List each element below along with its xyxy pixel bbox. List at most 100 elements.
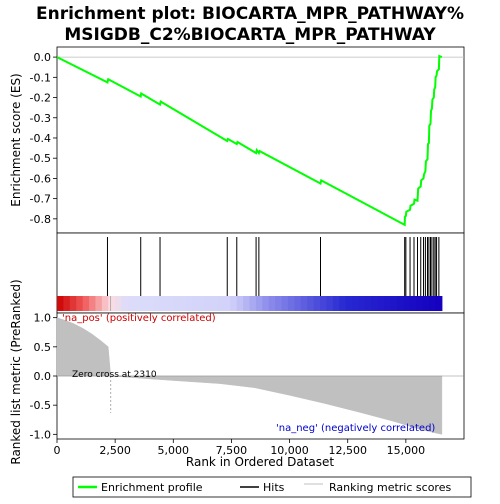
rank-color-bar-segment-18 — [172, 296, 180, 311]
metric-axis-label: Ranked list metric (PreRanked) — [9, 279, 23, 464]
xtick-label-0: 0 — [54, 444, 61, 457]
rank-color-bar-segment-12 — [133, 296, 141, 311]
xtick-label-4: 10,000 — [270, 444, 309, 457]
rank-color-bar-segment-52 — [390, 296, 398, 311]
rank-color-bar-segment-26 — [223, 296, 231, 311]
rank-color-bar-segment-1 — [63, 296, 71, 311]
rank-color-bar-segment-48 — [364, 296, 372, 311]
rank-color-bar-segment-46 — [352, 296, 360, 311]
rank-color-bar-segment-38 — [300, 296, 308, 311]
rank-color-bar-segment-4 — [82, 296, 90, 311]
zero-cross-label: Zero cross at 2310 — [72, 370, 157, 380]
rank-color-bar-segment-10 — [121, 296, 129, 311]
rank-color-bar-segment-16 — [159, 296, 167, 311]
legend-box — [72, 476, 472, 498]
rank-color-bar-segment-58 — [429, 296, 436, 311]
neg-correlated-label: 'na_neg' (negatively correlated) — [276, 423, 435, 434]
es-ytick-label-5: -0.5 — [30, 152, 51, 165]
rank-color-bar-segment-15 — [153, 296, 161, 311]
rank-color-bar-segment-43 — [332, 296, 340, 311]
rank-color-bar-segment-37 — [294, 296, 302, 311]
rank-color-bar-segment-22 — [198, 296, 206, 311]
chart-title-line-1: Enrichment plot: BIOCARTA_MPR_PATHWAY% — [36, 4, 464, 24]
metric-ytick-label-3: -0.5 — [30, 399, 51, 412]
xtick-label-3: 7,500 — [216, 444, 248, 457]
metric-ytick-label-2: 0.0 — [34, 370, 52, 383]
es-ytick-label-7: -0.7 — [30, 193, 51, 206]
rank-color-bar-segment-3 — [76, 296, 84, 311]
rank-color-bar-segment-5 — [89, 296, 96, 311]
rank-color-bar-segment-8 — [108, 296, 116, 311]
rank-color-bar-segment-11 — [127, 296, 135, 311]
rank-color-bar-segment-24 — [210, 296, 218, 311]
rank-color-bar-segment-51 — [384, 296, 392, 311]
rank-color-bar-segment-39 — [307, 296, 315, 311]
rank-color-bar-segment-23 — [204, 296, 212, 311]
rank-color-bar-segment-27 — [230, 296, 238, 311]
rank-color-bar-segment-34 — [275, 296, 283, 311]
legend-label-enrichment: Enrichment profile — [101, 481, 203, 494]
legend-label-metric: Ranking metric scores — [329, 481, 451, 494]
axes-layer: 0.0 -0.1 -0.2 -0.3 -0.4 -0.5 -0.6 -0.7 -0.8 1.0 0.… — [30, 51, 426, 457]
chart-title-line-2: MSIGDB_C2%BIOCARTA_MPR_PATHWAY — [64, 25, 436, 45]
rank-color-bar-segment-20 — [185, 296, 193, 311]
rank-color-bar-segment-14 — [146, 296, 154, 311]
es-ytick-label-4: -0.4 — [30, 132, 51, 145]
es-axis-label: Enrichment score (ES) — [9, 73, 23, 206]
xtick-label-1: 2,500 — [99, 444, 131, 457]
es-ytick-label-8: -0.8 — [30, 213, 51, 226]
rank-color-bar-segment-6 — [95, 296, 103, 311]
rank-color-bar-segment-47 — [358, 296, 366, 311]
rank-color-bar-segment-28 — [236, 296, 244, 311]
rank-color-bar-segment-55 — [409, 296, 417, 311]
rank-color-bar-segment-44 — [339, 296, 347, 311]
metric-layer — [56, 317, 464, 435]
rank-color-bar-segment-13 — [140, 296, 148, 311]
hits-layer — [57, 237, 443, 311]
xtick-label-2: 5,000 — [158, 444, 190, 457]
es-ytick-label-2: -0.2 — [30, 92, 51, 105]
es-ytick-label-6: -0.6 — [30, 172, 51, 185]
enrichment-profile-line — [56, 54, 443, 227]
rank-color-bar-segment-32 — [262, 296, 270, 311]
rank-color-bar-segment-9 — [114, 296, 122, 311]
rank-color-bar-segment-35 — [281, 296, 289, 311]
rank-color-bar-segment-49 — [371, 296, 379, 311]
rank-color-bar-segment-54 — [403, 296, 411, 311]
rank-color-bar-segment-30 — [249, 296, 257, 311]
legend-label-hits: Hits — [263, 481, 285, 494]
rank-color-bar-segment-19 — [178, 296, 186, 311]
rank-color-bar-segment-21 — [191, 296, 199, 311]
es-layer — [56, 54, 464, 227]
rank-color-bar-segment-36 — [287, 296, 295, 311]
metric-ytick-label-0: 1.0 — [34, 312, 52, 325]
metric-ytick-label-1: 0.5 — [34, 341, 52, 354]
rank-color-bar-segment-42 — [326, 296, 334, 311]
rank-color-bar-segment-59 — [435, 296, 443, 311]
x-axis-label: Rank in Ordered Dataset — [186, 455, 334, 469]
es-ytick-label-0: 0.0 — [34, 51, 52, 64]
xtick-label-5: 12,500 — [328, 444, 367, 457]
pos-correlated-label: 'na_pos' (positively correlated) — [62, 313, 216, 324]
xtick-label-6: 15,000 — [387, 444, 426, 457]
rank-color-bar-segment-25 — [217, 296, 225, 311]
rank-color-bar-segment-57 — [422, 296, 430, 311]
rank-color-bar-segment-2 — [69, 296, 77, 311]
rank-color-bar-segment-56 — [416, 296, 424, 311]
es-ytick-label-3: -0.3 — [30, 112, 51, 125]
rank-color-bar-segment-41 — [320, 296, 327, 311]
rank-color-bar-segment-29 — [243, 296, 250, 311]
rank-color-bar-segment-31 — [255, 296, 263, 311]
es-panel-frame — [56, 46, 465, 234]
rank-color-bar-segment-17 — [166, 296, 173, 311]
legend: Enrichment profile Hits Ranking metric s… — [72, 476, 472, 498]
rank-color-bar-segment-40 — [313, 296, 321, 311]
metric-ytick-label-4: -1.0 — [30, 428, 51, 441]
rank-color-bar-segment-33 — [268, 296, 276, 311]
rank-color-bar-segment-45 — [345, 296, 353, 311]
rank-color-bar-segment-0 — [57, 296, 64, 311]
rank-color-bar-segment-7 — [101, 296, 109, 311]
rank-color-bar-segment-53 — [397, 296, 404, 311]
